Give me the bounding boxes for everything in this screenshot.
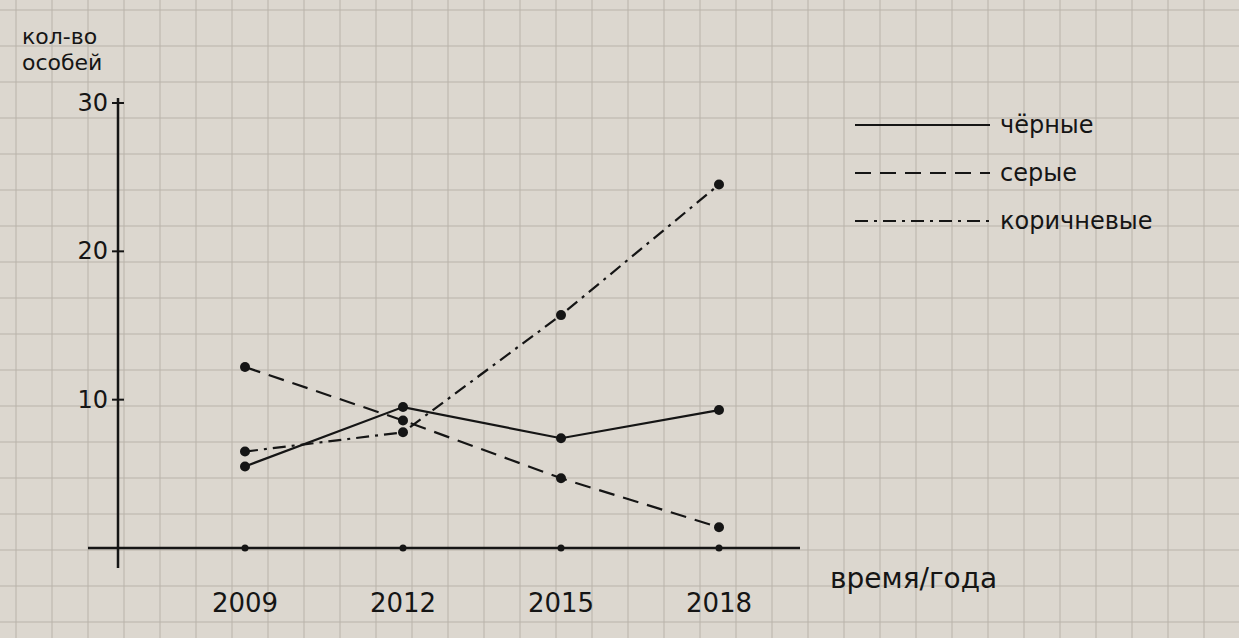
- data-point: [714, 180, 724, 190]
- y-tick: [112, 399, 124, 401]
- x-axis: [88, 547, 800, 550]
- y-tick-label: 10: [77, 386, 108, 414]
- legend: чёрные серые коричневые: [855, 111, 1153, 235]
- data-point: [556, 433, 566, 443]
- paper-grid: [0, 0, 1239, 638]
- y-tick: [112, 102, 124, 104]
- x-tick-label: 2009: [212, 588, 278, 618]
- y-tick-label: 20: [77, 237, 108, 265]
- data-point: [714, 405, 724, 415]
- data-point: [556, 310, 566, 320]
- legend-label: серые: [1000, 159, 1077, 187]
- x-tick: [716, 545, 723, 552]
- legend-swatch: [855, 172, 990, 174]
- x-axis-title: время/года: [830, 562, 997, 595]
- data-point: [240, 447, 250, 457]
- data-point: [240, 461, 250, 471]
- x-tick-label: 2018: [686, 588, 752, 618]
- plot-area: [240, 180, 724, 533]
- data-point: [556, 473, 566, 483]
- series-line: [245, 185, 719, 452]
- paper: [0, 0, 1239, 638]
- chart: 10 20 30 2009 2012 2015 2018 кол-воособей время/…: [0, 0, 1239, 638]
- data-point: [398, 415, 408, 425]
- data-point: [240, 362, 250, 372]
- data-point: [398, 402, 408, 412]
- legend-swatch: [855, 220, 990, 222]
- x-tick-label: 2012: [370, 588, 436, 618]
- x-tick: [400, 545, 407, 552]
- legend-swatch: [855, 124, 990, 126]
- legend-label: чёрные: [1000, 111, 1094, 139]
- x-tick: [242, 545, 249, 552]
- y-axis: [117, 98, 120, 568]
- y-tick-label: 30: [77, 89, 108, 117]
- x-tick-label: 2015: [528, 588, 594, 618]
- series-line: [245, 407, 719, 466]
- data-point: [398, 427, 408, 437]
- series-line: [245, 367, 719, 527]
- y-axis-title: кол-воособей: [22, 24, 102, 75]
- x-tick: [558, 545, 565, 552]
- legend-label: коричневые: [1000, 207, 1153, 235]
- data-point: [714, 522, 724, 532]
- y-tick: [112, 250, 124, 252]
